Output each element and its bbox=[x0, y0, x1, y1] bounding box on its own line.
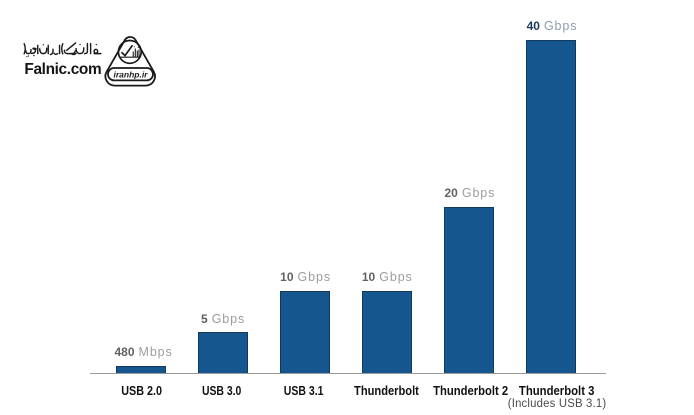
svg-text:Falnic.com: Falnic.com bbox=[24, 61, 101, 78]
svg-text:iranhp.ir: iranhp.ir bbox=[113, 70, 148, 80]
